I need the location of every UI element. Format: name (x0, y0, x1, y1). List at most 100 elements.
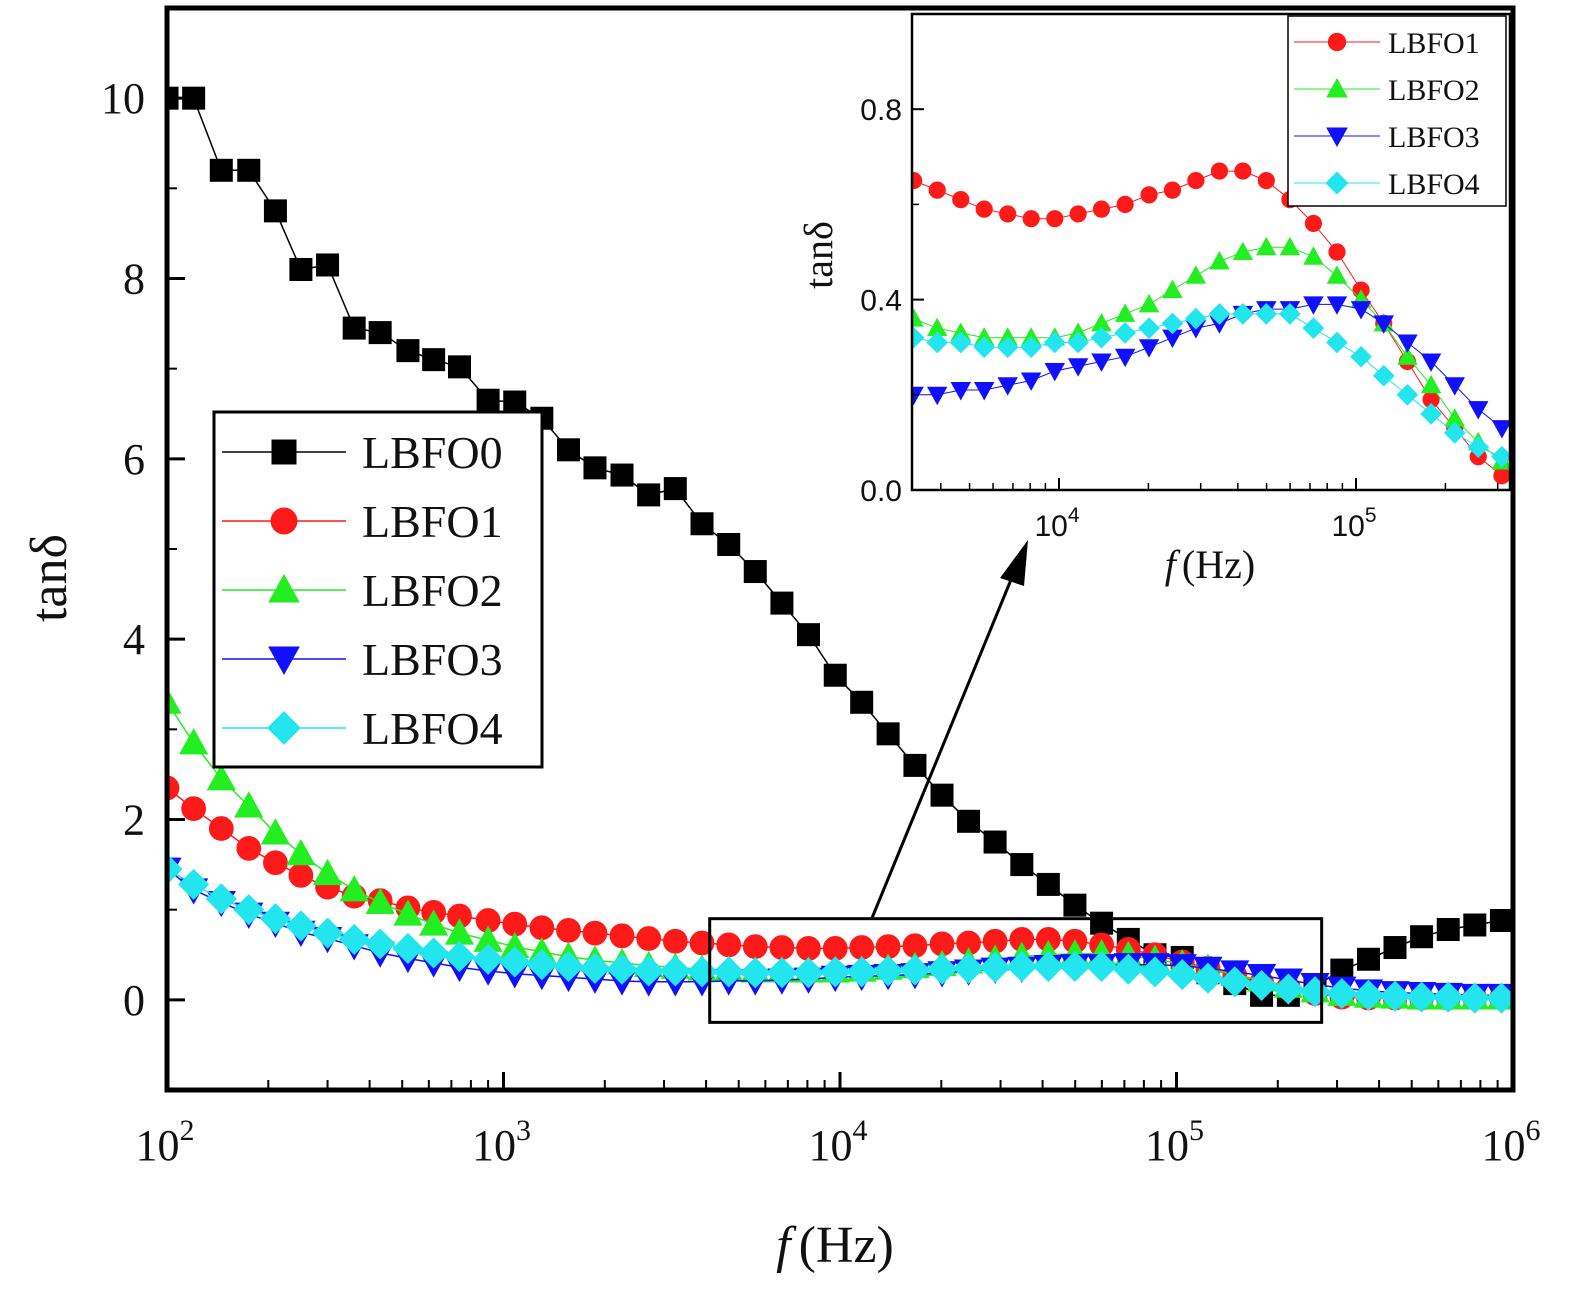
inset-x-axis-title: f (Hz) (1165, 542, 1255, 587)
data-point-lbfo0 (796, 623, 820, 647)
data-point-lbfo4 (979, 951, 1011, 983)
inset-data-point-lbfo3 (1491, 420, 1510, 439)
inset-legend-marker-lbfo4 (1325, 171, 1349, 195)
inset-data-point-lbfo2 (1326, 265, 1348, 284)
x-axis-title-unit: (Hz) (799, 1217, 894, 1274)
inset-data-point-lbfo1 (1092, 200, 1111, 218)
data-point-lbfo0 (850, 690, 874, 714)
inset-legend-marker-lbfo3 (1326, 127, 1348, 148)
inset-data-point-lbfo3 (1444, 377, 1465, 396)
data-point-lbfo0 (503, 390, 527, 414)
data-point-lbfo0 (690, 512, 714, 536)
data-point-lbfo0 (476, 388, 500, 412)
data-point-lbfo0 (447, 355, 471, 379)
data-point-lbfo1 (636, 926, 662, 951)
data-point-lbfo0 (610, 463, 634, 487)
data-point-lbfo1 (208, 816, 234, 841)
inset-data-point-lbfo4 (1420, 403, 1442, 425)
data-point-lbfo2 (339, 875, 369, 902)
inset-data-point-lbfo1 (1328, 243, 1346, 261)
data-point-lbfo4 (899, 954, 931, 986)
inset-data-point-lbfo1 (1163, 181, 1182, 199)
legend-marker-lbfo0 (271, 439, 297, 465)
data-point-lbfo4 (1406, 981, 1438, 1013)
data-point-lbfo0 (876, 722, 900, 746)
data-point-lbfo4 (392, 932, 424, 964)
inset-data-point-lbfo4 (1020, 336, 1042, 359)
data-point-lbfo0 (1356, 947, 1380, 971)
data-point-lbfo2 (419, 909, 449, 936)
inset-data-point-lbfo4 (926, 331, 949, 354)
x-tick-label: 105 (1145, 1114, 1204, 1170)
inset-data-point-lbfo4 (912, 326, 925, 349)
inset-y-axis-title: tanδ (796, 221, 841, 289)
data-point-lbfo4 (1112, 953, 1144, 985)
data-point-lbfo4 (285, 910, 317, 942)
data-point-lbfo4 (1032, 950, 1064, 983)
data-point-lbfo4 (1219, 966, 1251, 998)
x-tick-base: 10 (1482, 1121, 1526, 1170)
inset-data-point-lbfo1 (1210, 162, 1229, 180)
data-point-lbfo2 (365, 887, 395, 914)
inset-data-point-lbfo3 (973, 382, 995, 401)
data-point-lbfo4 (872, 955, 904, 987)
inset-data-point-lbfo3 (1067, 358, 1089, 377)
data-point-lbfo0 (209, 158, 233, 182)
data-point-lbfo4 (659, 955, 691, 987)
data-point-lbfo1 (769, 935, 795, 960)
inset-legend-marker-lbfo2 (1326, 77, 1348, 98)
inset-data-point-lbfo1 (912, 172, 923, 190)
data-point-lbfo0 (167, 86, 179, 110)
data-point-lbfo4 (552, 950, 585, 983)
inset-data-point-lbfo3 (1138, 339, 1160, 358)
data-point-lbfo0 (637, 483, 661, 507)
data-point-lbfo2 (260, 818, 291, 845)
inset-data-point-lbfo2 (912, 308, 924, 327)
data-point-lbfo4 (472, 943, 504, 975)
data-point-lbfo0 (1063, 893, 1087, 917)
inset-data-point-lbfo2 (1420, 374, 1442, 394)
x-axis-title-variable: f (776, 1217, 797, 1274)
inset-data-point-lbfo4 (1443, 422, 1466, 444)
inset-data-point-lbfo3 (1091, 353, 1112, 372)
legend-label-lbfo2: LBFO2 (362, 565, 503, 616)
data-point-lbfo1 (288, 863, 314, 888)
x-tick-base: 10 (1145, 1121, 1189, 1170)
inset-data-point-lbfo3 (1468, 401, 1489, 420)
inset-y-tick-label: 0.0 (860, 475, 902, 508)
legend-label-lbfo0: LBFO0 (362, 427, 503, 478)
data-point-lbfo4 (259, 903, 291, 935)
data-point-lbfo0 (289, 257, 313, 281)
data-point-lbfo4 (846, 956, 878, 988)
data-point-lbfo0 (556, 438, 580, 462)
data-point-lbfo4 (499, 946, 531, 978)
data-point-lbfo4 (633, 955, 665, 987)
data-point-lbfo0 (237, 158, 261, 182)
inset-data-point-lbfo4 (1302, 317, 1325, 339)
data-point-lbfo1 (529, 915, 555, 941)
inset-data-point-lbfo4 (1090, 326, 1113, 349)
data-point-lbfo0 (342, 316, 366, 340)
data-point-lbfo0 (903, 753, 927, 777)
x-tick-exponent: 6 (1526, 1114, 1541, 1147)
inset-legend-label-lbfo2: LBFO2 (1388, 74, 1480, 107)
inset-x-axis-title-unit: (Hz) (1182, 542, 1255, 587)
data-point-lbfo4 (579, 952, 611, 984)
inset-data-point-lbfo1 (1116, 195, 1134, 213)
data-point-lbfo1 (582, 920, 608, 946)
data-point-lbfo0 (1436, 918, 1460, 942)
y-tick-label: 0 (123, 976, 145, 1025)
inset-data-point-lbfo4 (1067, 331, 1089, 354)
main-series-group (167, 86, 1513, 1014)
y-tick-label: 6 (123, 435, 145, 484)
data-point-lbfo4 (364, 928, 396, 960)
inset-data-point-lbfo1 (1022, 210, 1040, 228)
inset-data-point-lbfo4 (1255, 303, 1278, 325)
inset-plot-frame (910, 12, 1512, 492)
data-point-lbfo0 (743, 560, 767, 584)
data-point-lbfo4 (167, 853, 183, 885)
inset-legend-label-lbfo1: LBFO1 (1388, 27, 1480, 60)
inset-data-point-lbfo3 (912, 386, 924, 406)
data-point-lbfo0 (1010, 853, 1034, 877)
